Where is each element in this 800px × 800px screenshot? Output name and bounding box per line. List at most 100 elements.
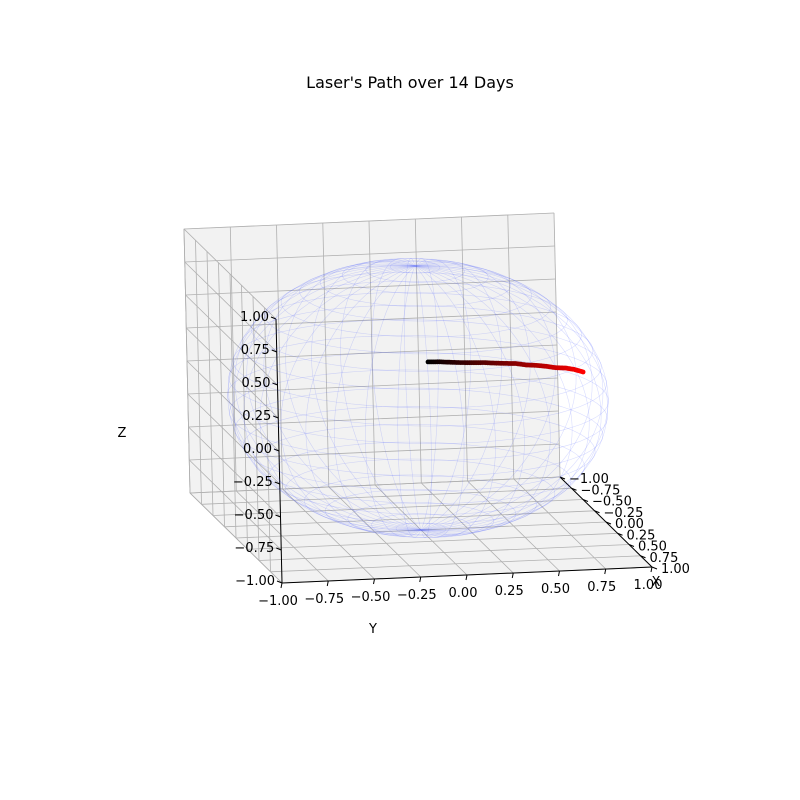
x-tick-mark — [651, 566, 658, 570]
x-tick-label: −0.75 — [581, 483, 621, 498]
x-tick-label: 0.75 — [650, 551, 679, 566]
grid-line — [414, 218, 422, 484]
sphere-meridian — [414, 265, 608, 531]
sphere-parallel — [264, 281, 568, 355]
sphere-wireframe — [227, 257, 609, 539]
sphere-meridian — [414, 258, 439, 531]
sphere-meridian — [259, 265, 422, 533]
sphere-parallel — [229, 369, 608, 461]
sphere-meridian — [414, 264, 593, 531]
x-tick-mark — [640, 555, 646, 559]
z-tick-label: 0.00 — [243, 442, 272, 457]
sphere-parallel — [251, 292, 582, 372]
x-tick-label: −0.25 — [604, 506, 644, 521]
y-tick-mark — [511, 572, 514, 579]
x-tick-mark — [571, 487, 577, 491]
z-tick-mark — [271, 349, 277, 353]
z-tick-mark — [270, 316, 277, 320]
sphere-meridian — [371, 258, 422, 531]
y-tick-mark — [465, 574, 468, 581]
sphere-parallel — [234, 387, 604, 477]
z-tick-label: −0.75 — [234, 541, 274, 556]
sphere-meridian — [232, 265, 422, 531]
z-tick-label: 0.75 — [241, 343, 270, 358]
sphere-meridian — [397, 265, 422, 538]
grid-line — [186, 360, 280, 452]
grid-line — [184, 245, 555, 263]
sphere-parallel — [347, 502, 494, 538]
y-tick-mark — [419, 576, 422, 583]
y-tick-label: 0.00 — [449, 586, 478, 601]
x-tick-label: 1.00 — [661, 562, 690, 577]
z-axis-label: Z — [118, 426, 127, 441]
sphere-meridian — [280, 265, 422, 534]
z-tick-mark — [275, 514, 281, 518]
tick-labels: −1.00−1.00−1.00−0.75−0.75−0.75−0.50−0.50… — [233, 310, 690, 609]
sphere-parallel — [389, 260, 441, 274]
x-axis-label: X — [652, 575, 661, 590]
grid-line — [186, 311, 557, 329]
z-tick-label: −0.25 — [233, 475, 273, 490]
x-tick-mark — [605, 521, 612, 525]
grid-line — [461, 216, 468, 482]
sphere-meridian — [414, 265, 465, 538]
sphere-meridian — [365, 265, 422, 538]
sphere-meridian — [227, 265, 422, 531]
y-tick-label: −0.50 — [351, 590, 391, 605]
z-tick-label: 0.50 — [242, 376, 271, 391]
y-tick-mark — [326, 580, 329, 587]
x-tick-mark — [559, 476, 566, 480]
sphere-meridian — [311, 260, 422, 531]
sphere-parallel — [228, 335, 607, 427]
y-tick-label: 0.50 — [541, 582, 570, 597]
chart-title: Laser's Path over 14 Days — [306, 73, 514, 92]
sphere-meridian — [305, 265, 422, 535]
sphere-parallel — [325, 489, 517, 536]
axis-lines — [270, 316, 658, 589]
sphere-meridian — [246, 263, 422, 531]
path-point — [580, 369, 586, 375]
grid-line — [185, 278, 556, 296]
grid-line — [185, 294, 278, 386]
sphere-parallel — [254, 424, 585, 504]
sphere-parallel — [240, 305, 594, 390]
sphere-meridian — [404, 257, 422, 531]
sphere-meridian — [414, 265, 604, 531]
x-tick-label: 0.25 — [627, 528, 656, 543]
z-tick-mark — [273, 448, 280, 452]
x-tick-mark — [594, 510, 600, 514]
z-tick-label: −1.00 — [235, 574, 275, 589]
grid-line — [258, 544, 630, 561]
sphere-parallel — [342, 258, 489, 294]
sphere-meridian — [414, 265, 432, 539]
sphere-meridian — [234, 264, 422, 531]
sphere-parallel — [268, 441, 572, 515]
sphere-meridian — [414, 265, 525, 536]
sphere-parallel — [285, 458, 556, 524]
y-tick-label: −0.25 — [397, 588, 437, 603]
z-tick-mark — [276, 580, 283, 584]
sphere-meridian — [414, 259, 502, 531]
z-tick-mark — [274, 481, 280, 485]
y-tick-mark — [280, 582, 283, 589]
sphere-parallel — [232, 319, 602, 409]
sphere-meridian — [414, 265, 551, 535]
sphere-meridian — [414, 258, 471, 531]
grid-line — [264, 307, 271, 572]
y-tick-label: 1.00 — [634, 578, 663, 593]
y-tick-mark — [373, 578, 375, 585]
sphere-meridian — [285, 261, 422, 531]
sphere-meridian — [414, 265, 496, 538]
grid-line — [467, 480, 560, 572]
sphere-parallel — [299, 265, 532, 322]
x-tick-mark — [582, 499, 589, 502]
x-tick-mark — [617, 532, 623, 536]
sphere-meridian — [334, 265, 422, 537]
grid-line — [247, 532, 618, 550]
grid-line — [553, 212, 561, 478]
sphere-meridian — [414, 265, 609, 531]
z-tick-mark — [273, 415, 279, 419]
laser-path — [425, 359, 586, 375]
sphere-meridian — [340, 258, 422, 531]
